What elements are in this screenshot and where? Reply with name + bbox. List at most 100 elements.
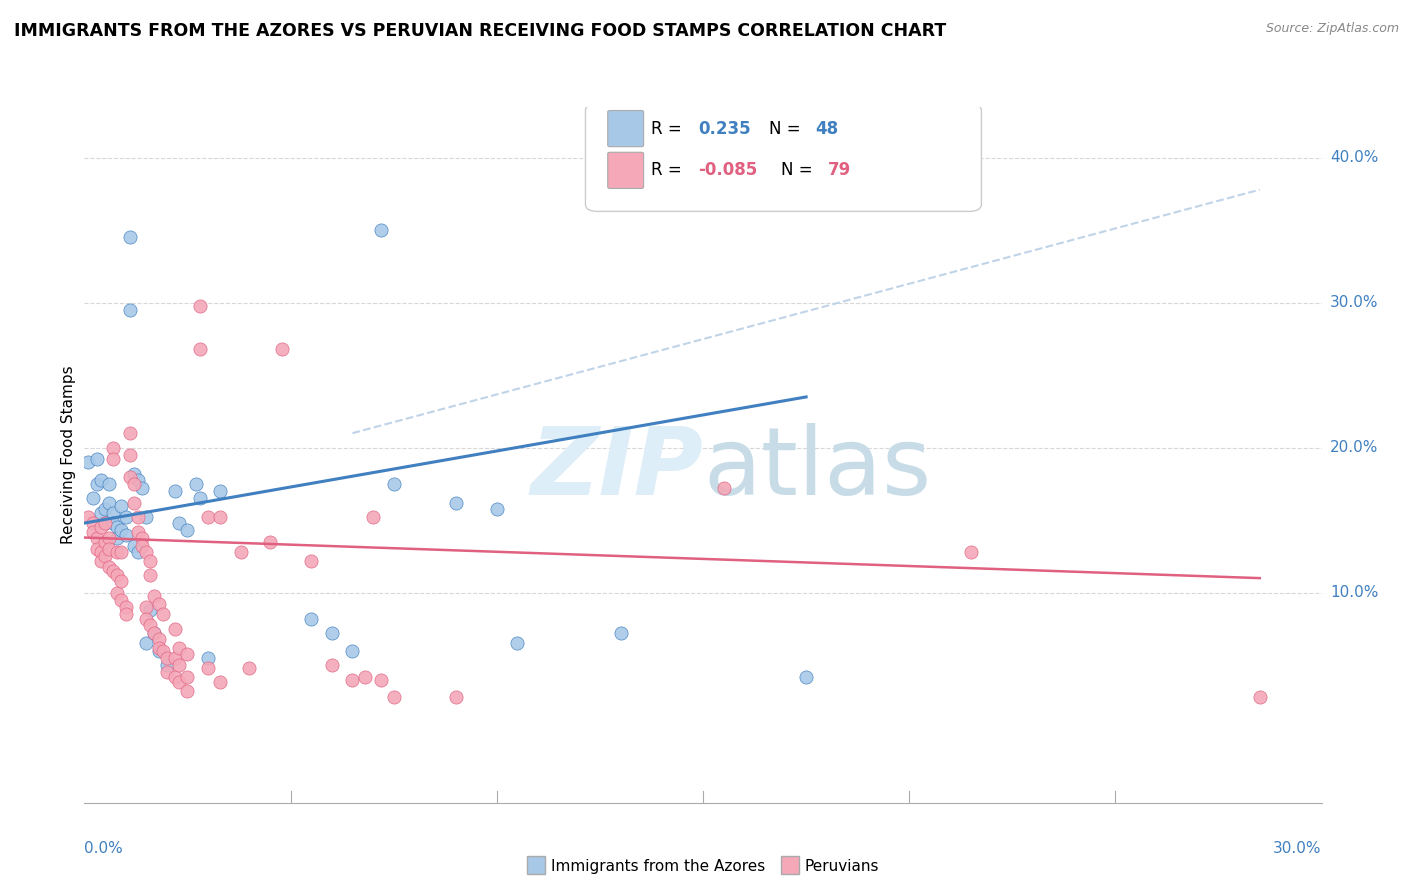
Point	[143, 589, 166, 603]
Point	[103, 441, 125, 455]
Point	[143, 626, 166, 640]
Text: ZIP: ZIP	[530, 423, 703, 515]
Point	[103, 452, 125, 467]
Point	[94, 501, 117, 516]
Point	[506, 636, 529, 650]
Point	[139, 568, 162, 582]
Point	[148, 640, 170, 655]
Point	[94, 516, 117, 530]
Point	[370, 673, 392, 687]
Point	[152, 643, 174, 657]
Point	[176, 523, 198, 537]
Point	[105, 545, 128, 559]
Point	[139, 603, 162, 617]
Text: atlas: atlas	[703, 423, 931, 515]
Point	[90, 554, 112, 568]
Point	[122, 476, 145, 491]
Point	[131, 539, 153, 553]
Point	[165, 622, 187, 636]
Point	[105, 585, 128, 599]
Point	[98, 559, 121, 574]
Point	[135, 545, 157, 559]
Point	[382, 690, 405, 704]
Point	[794, 670, 817, 684]
FancyBboxPatch shape	[585, 103, 981, 211]
Text: 40.0%: 40.0%	[1330, 150, 1378, 165]
Point	[135, 636, 157, 650]
Point	[90, 545, 112, 559]
Point	[152, 607, 174, 622]
Point	[299, 612, 322, 626]
Point	[361, 510, 384, 524]
Text: 30.0%: 30.0%	[1330, 295, 1378, 310]
Text: N =: N =	[780, 161, 818, 179]
Point	[1249, 690, 1271, 704]
Point	[197, 510, 219, 524]
Point	[485, 501, 508, 516]
Point	[135, 510, 157, 524]
Point	[259, 534, 281, 549]
Point	[229, 545, 252, 559]
Point	[370, 223, 392, 237]
Y-axis label: Receiving Food Stamps: Receiving Food Stamps	[60, 366, 76, 544]
Point	[167, 516, 190, 530]
Point	[139, 617, 162, 632]
Text: IMMIGRANTS FROM THE AZORES VS PERUVIAN RECEIVING FOOD STAMPS CORRELATION CHART: IMMIGRANTS FROM THE AZORES VS PERUVIAN R…	[14, 22, 946, 40]
Point	[131, 531, 153, 545]
Text: 0.0%: 0.0%	[84, 841, 124, 856]
Point	[110, 592, 132, 607]
Point	[110, 523, 132, 537]
Point	[110, 545, 132, 559]
Point	[299, 554, 322, 568]
Point	[122, 496, 145, 510]
Point	[143, 626, 166, 640]
Point	[271, 342, 294, 356]
Point	[105, 520, 128, 534]
Point	[77, 510, 100, 524]
Point	[86, 452, 108, 467]
Point	[167, 658, 190, 673]
Point	[103, 564, 125, 578]
FancyBboxPatch shape	[607, 111, 644, 146]
Point	[188, 299, 211, 313]
Point	[122, 467, 145, 481]
Point	[148, 643, 170, 657]
Point	[103, 506, 125, 520]
Point	[165, 651, 187, 665]
Point	[77, 455, 100, 469]
Point	[156, 665, 179, 680]
Point	[444, 690, 467, 704]
Text: 20.0%: 20.0%	[1330, 440, 1378, 455]
Point	[139, 554, 162, 568]
Point	[609, 626, 631, 640]
Point	[444, 496, 467, 510]
Point	[114, 510, 136, 524]
Text: 0.235: 0.235	[697, 120, 751, 137]
Point	[353, 670, 375, 684]
Point	[86, 542, 108, 557]
Point	[94, 516, 117, 530]
Text: 10.0%: 10.0%	[1330, 585, 1378, 600]
Point	[127, 510, 149, 524]
Point	[382, 476, 405, 491]
Point	[165, 670, 187, 684]
Point	[238, 661, 260, 675]
Point	[114, 600, 136, 615]
Point	[209, 484, 232, 499]
Text: R =: R =	[651, 120, 688, 137]
Point	[197, 651, 219, 665]
Point	[131, 481, 153, 495]
Point	[209, 675, 232, 690]
Text: -0.085: -0.085	[697, 161, 758, 179]
Point	[342, 643, 364, 657]
Point	[127, 545, 149, 559]
Point	[197, 661, 219, 675]
Point	[188, 491, 211, 506]
Point	[90, 473, 112, 487]
Point	[118, 303, 141, 318]
Legend: Immigrants from the Azores, Peruvians: Immigrants from the Azores, Peruvians	[520, 853, 886, 880]
Point	[118, 448, 141, 462]
Point	[103, 516, 125, 530]
Point	[94, 534, 117, 549]
Point	[165, 484, 187, 499]
